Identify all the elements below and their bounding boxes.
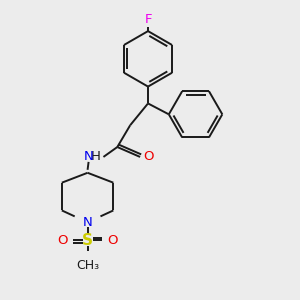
Text: O: O <box>57 234 68 247</box>
Text: O: O <box>107 234 118 247</box>
Text: H: H <box>91 150 100 164</box>
Text: O: O <box>143 150 154 164</box>
Text: S: S <box>82 233 93 248</box>
Text: F: F <box>144 13 152 26</box>
Text: N: N <box>84 150 93 164</box>
Text: N: N <box>83 216 92 229</box>
Text: CH₃: CH₃ <box>76 259 99 272</box>
